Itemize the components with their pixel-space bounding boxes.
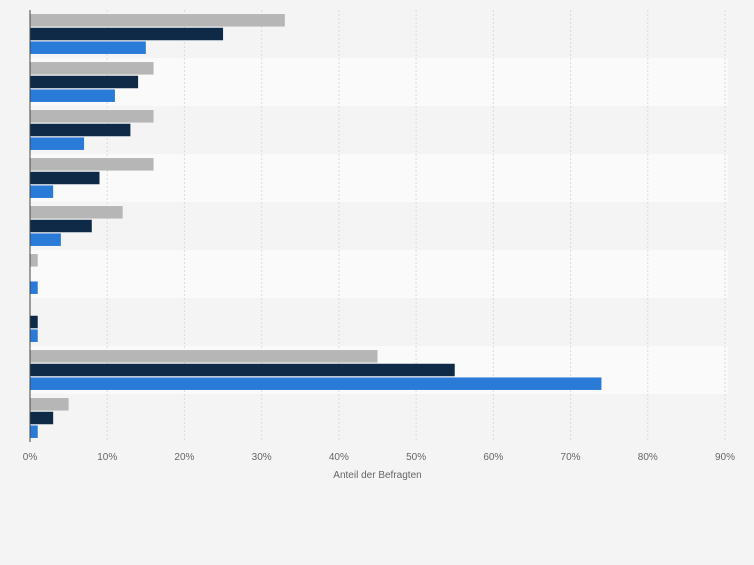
row-band: [30, 202, 728, 250]
bar[interactable]: [30, 425, 38, 438]
bar[interactable]: [30, 329, 38, 342]
row-bands: [30, 10, 728, 442]
x-tick-label: 40%: [329, 452, 349, 463]
bar[interactable]: [30, 171, 100, 185]
bar[interactable]: [30, 185, 54, 198]
grid-lines: [106, 10, 726, 442]
x-tick-label: 0%: [23, 452, 38, 463]
x-tick-label: 30%: [252, 452, 272, 463]
bar[interactable]: [30, 123, 131, 137]
bar[interactable]: [30, 89, 115, 102]
bar[interactable]: [30, 137, 85, 150]
bar[interactable]: [30, 281, 38, 294]
x-tick-labels: 0% 10% 20% 30% 40% 50% 60% 70% 80% 90%: [23, 452, 735, 463]
row-band: [30, 394, 728, 442]
bar[interactable]: [30, 14, 285, 27]
bars: [30, 14, 602, 438]
bar[interactable]: [30, 27, 224, 41]
bar[interactable]: [30, 219, 92, 233]
bar[interactable]: [30, 254, 38, 267]
bar[interactable]: [30, 233, 61, 246]
bar[interactable]: [30, 363, 455, 377]
bar[interactable]: [30, 41, 146, 54]
x-tick-label: 90%: [715, 452, 735, 463]
bar[interactable]: [30, 62, 154, 75]
bar[interactable]: [30, 398, 69, 411]
bar[interactable]: [30, 350, 378, 363]
x-tick-label: 80%: [638, 452, 658, 463]
x-tick-label: 20%: [174, 452, 194, 463]
x-tick-label: 70%: [561, 452, 581, 463]
bar[interactable]: [30, 158, 154, 171]
bar[interactable]: [30, 110, 154, 123]
bar[interactable]: [30, 411, 54, 425]
x-tick-label: 10%: [97, 452, 117, 463]
bar[interactable]: [30, 206, 123, 219]
row-band: [30, 250, 728, 298]
bar[interactable]: [30, 315, 38, 329]
bar[interactable]: [30, 377, 602, 390]
x-tick-label: 60%: [483, 452, 503, 463]
row-band: [30, 298, 728, 346]
x-axis-label: Anteil der Befragten: [333, 470, 421, 481]
bar[interactable]: [30, 75, 139, 89]
x-tick-label: 50%: [406, 452, 426, 463]
